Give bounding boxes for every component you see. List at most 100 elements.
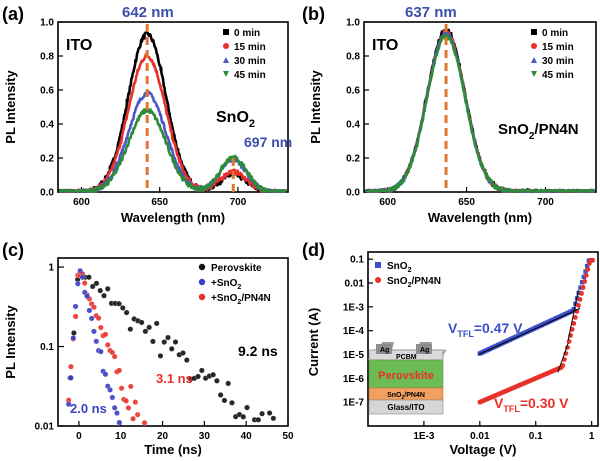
y-tick-label: 0.8 <box>40 52 54 63</box>
series-marker <box>557 188 562 192</box>
series-0-min <box>364 27 595 193</box>
iv-point-sno2-pn4n <box>577 297 583 302</box>
legend-label: 15 min <box>234 42 266 53</box>
device-inset: Ag Ag PCBM Perovskite SnO2/PN4N Glass/IT… <box>367 342 447 415</box>
legend-marker <box>375 262 381 268</box>
iv-point-sno2-pn4n <box>585 266 591 272</box>
panel-a-ylabel: PL Intensity <box>3 70 18 144</box>
iv-point-sno2 <box>579 280 585 285</box>
decay-point <box>77 267 84 274</box>
series-marker <box>106 182 110 186</box>
panel-b-frame <box>363 21 597 193</box>
iv-point-sno2-pn4n <box>579 291 584 296</box>
decay-point <box>141 419 148 426</box>
legend-label: 30 min <box>542 56 574 67</box>
panel-c-ticks: 0 10 20 30 40 50 0.01 0.1 1 <box>35 263 294 442</box>
decay-point <box>138 319 145 326</box>
iv-point-sno2-pn4n <box>580 285 586 290</box>
series-marker <box>283 189 288 193</box>
series-marker <box>98 185 102 189</box>
panel-a-material-label: SnO2 <box>216 109 255 130</box>
legend-marker <box>531 43 537 49</box>
decay-point <box>168 346 175 352</box>
decay-point <box>104 285 111 292</box>
x-tick-label: 600 <box>73 197 90 208</box>
series-marker <box>583 189 587 193</box>
series-marker <box>233 154 237 158</box>
inset-perovskite-label: Perovskite <box>378 370 434 382</box>
fit-line-tfl-blue <box>567 290 579 341</box>
decay-point <box>89 283 96 290</box>
decay-point <box>109 394 116 401</box>
panel-d-fit-lines <box>478 290 581 373</box>
series-marker <box>241 163 245 167</box>
x-tick-label: 40 <box>241 431 253 442</box>
decay-point <box>127 383 134 390</box>
series-marker <box>125 98 129 103</box>
decay-point <box>183 357 190 363</box>
legend-label: 15 min <box>542 42 574 53</box>
legend-marker <box>198 293 206 301</box>
series-marker <box>239 165 243 169</box>
legend-marker <box>531 57 537 63</box>
series-marker <box>169 129 174 133</box>
iv-point-sno2 <box>576 290 581 296</box>
decay-point <box>114 410 120 416</box>
y-tick-label: 0.1 <box>350 255 364 266</box>
legend-label: +SnO2 <box>211 278 241 291</box>
x-tick-label: 600 <box>379 197 396 208</box>
series-marker <box>64 188 68 193</box>
x-tick-label: 1E-3 <box>413 431 435 442</box>
decay-point <box>165 334 171 341</box>
panel-b-legend: 0 min 15 min 30 min 45 min <box>531 28 574 81</box>
series-marker <box>404 172 408 177</box>
series-marker <box>121 147 125 152</box>
series-marker <box>229 169 233 174</box>
series-marker <box>110 164 114 169</box>
decay-point <box>157 353 164 359</box>
decay-point <box>244 404 250 411</box>
panel-b-ylabel: PL Intensity <box>308 70 323 144</box>
series-marker <box>224 162 229 166</box>
y-tick-label: 0.01 <box>35 422 55 433</box>
iv-point-sno2 <box>584 263 590 269</box>
decay-point <box>255 416 262 423</box>
x-tick-label: 700 <box>537 197 554 208</box>
iv-point-sno2 <box>581 274 587 280</box>
panel-c-label: (c) <box>2 240 24 260</box>
iv-point-sno2-pn4n <box>590 257 595 263</box>
series-marker <box>395 183 400 187</box>
panel-c-xlabel: Time (ns) <box>144 442 202 457</box>
decay-point <box>146 324 153 331</box>
decay-point <box>134 411 141 418</box>
series-marker <box>250 175 254 179</box>
panel-b-series <box>363 27 596 194</box>
series-marker <box>127 103 131 108</box>
series-marker <box>72 189 76 193</box>
decay-point <box>199 367 205 374</box>
decay-point <box>72 313 79 320</box>
decay-point <box>65 401 72 408</box>
decay-point <box>210 371 216 378</box>
series-marker <box>138 97 142 101</box>
iv-point-sno2-pn4n <box>572 315 578 320</box>
y-tick-label: 1E-7 <box>343 398 365 409</box>
decay-point <box>84 293 90 300</box>
decay-point <box>172 339 179 345</box>
panel-d-vtfl-blue: VTFL=0.47 V <box>448 320 523 339</box>
series-marker <box>123 151 127 155</box>
decay-point <box>68 375 74 381</box>
decay-point <box>180 350 186 356</box>
decay-point <box>93 280 100 287</box>
decay-point <box>81 280 88 286</box>
series-marker <box>220 177 224 182</box>
series-marker <box>191 185 195 189</box>
panel-a-legend: 0 min 15 min 30 min 45 min <box>223 28 266 81</box>
series-marker <box>591 189 596 193</box>
series-marker <box>574 189 579 193</box>
decay-point <box>214 377 220 384</box>
y-tick-label: 0.2 <box>346 154 360 165</box>
series-marker <box>549 188 553 193</box>
panel-c-ylabel: PL Intensity <box>3 305 18 379</box>
series-marker <box>489 179 493 183</box>
